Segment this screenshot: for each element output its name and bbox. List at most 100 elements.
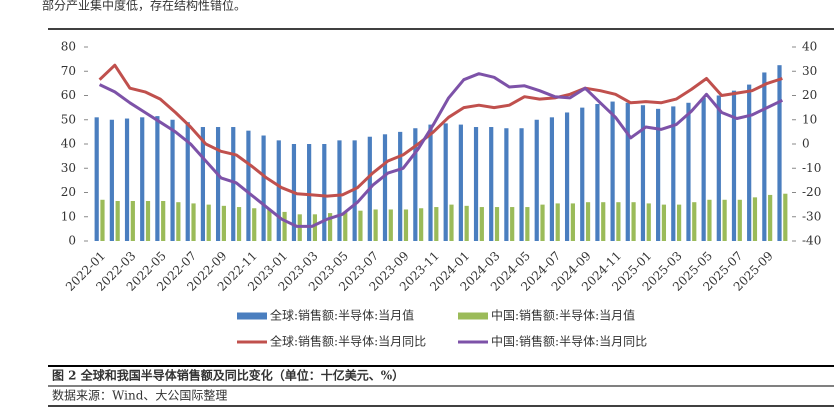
bar bbox=[94, 117, 99, 241]
bar bbox=[540, 204, 545, 241]
bar bbox=[464, 205, 469, 241]
bar bbox=[747, 84, 752, 242]
bar bbox=[276, 140, 281, 241]
bar bbox=[322, 144, 327, 241]
y-tick-label: 30 bbox=[61, 161, 76, 175]
bar bbox=[246, 130, 251, 241]
bar bbox=[458, 124, 463, 241]
bar bbox=[783, 193, 788, 241]
bar bbox=[382, 134, 388, 241]
bar bbox=[191, 203, 196, 241]
bar bbox=[419, 208, 424, 241]
y-tick-label: 10 bbox=[61, 209, 76, 223]
intro-text: 部分产业集中度低，存在结构性错位。 bbox=[42, 0, 246, 13]
bar bbox=[282, 211, 287, 241]
y2-tick-label: 30 bbox=[802, 64, 817, 78]
bar bbox=[221, 205, 226, 241]
bar bbox=[373, 209, 378, 241]
y-tick-label: 60 bbox=[61, 88, 76, 102]
bar bbox=[661, 204, 667, 241]
y-tick-label: 50 bbox=[61, 112, 76, 126]
bar bbox=[671, 106, 676, 241]
bar bbox=[413, 128, 418, 241]
y-tick-label: 40 bbox=[61, 137, 76, 151]
legend-swatch bbox=[458, 312, 488, 320]
bar bbox=[504, 128, 509, 241]
bar bbox=[494, 207, 500, 241]
bar bbox=[564, 112, 570, 241]
bar bbox=[479, 207, 484, 241]
bar bbox=[307, 144, 312, 241]
bar bbox=[631, 202, 636, 241]
bar bbox=[519, 128, 524, 241]
legend-label: 中国:销售额:半导体:当月同比 bbox=[491, 334, 647, 349]
bar bbox=[343, 211, 348, 241]
y2-tick-label: 40 bbox=[802, 40, 817, 54]
bar bbox=[722, 199, 727, 241]
bar bbox=[525, 207, 530, 241]
y-tick-label: 20 bbox=[61, 185, 76, 199]
bar bbox=[549, 117, 555, 241]
bar bbox=[692, 202, 697, 241]
bar bbox=[161, 200, 166, 241]
bar bbox=[231, 127, 236, 241]
y2-tick-label: -40 bbox=[802, 234, 821, 248]
bar bbox=[716, 95, 721, 241]
bar bbox=[403, 209, 409, 241]
bar bbox=[261, 135, 266, 241]
bar bbox=[109, 119, 114, 241]
legend-label: 全球:销售额:半导体:当月同比 bbox=[270, 334, 426, 349]
y2-tick-label: 0 bbox=[802, 137, 810, 151]
bar bbox=[580, 107, 585, 241]
y-tick-label: 80 bbox=[61, 40, 76, 54]
legend-swatch bbox=[237, 312, 267, 320]
bar bbox=[640, 105, 646, 241]
y2-tick-label: 10 bbox=[802, 112, 817, 126]
y2-tick-label: -20 bbox=[802, 185, 821, 199]
bar bbox=[100, 199, 105, 241]
bar bbox=[155, 116, 160, 241]
bar bbox=[124, 118, 130, 241]
bar bbox=[145, 200, 151, 241]
bar bbox=[534, 119, 539, 241]
source: 数据来源：Wind、大公国际整理 bbox=[52, 388, 227, 403]
bar bbox=[676, 204, 682, 241]
bar bbox=[388, 209, 393, 241]
bar bbox=[337, 140, 342, 241]
bar bbox=[656, 108, 661, 242]
legend-label: 中国:销售额:半导体:当月值 bbox=[491, 308, 635, 323]
line bbox=[98, 63, 783, 198]
bar bbox=[185, 122, 190, 241]
bar bbox=[434, 207, 439, 241]
bar bbox=[130, 200, 135, 241]
caption: 图 2 全球和我国半导体销售额及同比变化（单位：十亿美元、%） bbox=[52, 368, 404, 383]
bar bbox=[449, 204, 454, 241]
y2-tick-label: -10 bbox=[802, 161, 821, 175]
bar bbox=[610, 101, 615, 241]
bar bbox=[252, 208, 257, 241]
bar bbox=[115, 200, 120, 241]
bar bbox=[312, 214, 318, 241]
y2-tick-label: -30 bbox=[802, 209, 821, 223]
bar bbox=[428, 124, 433, 241]
bar bbox=[752, 197, 758, 241]
bar bbox=[358, 210, 363, 241]
y2-tick-label: 20 bbox=[802, 88, 817, 102]
y-tick-label: 0 bbox=[68, 234, 76, 248]
bar bbox=[555, 203, 560, 241]
bar bbox=[777, 65, 782, 241]
bar bbox=[585, 202, 591, 241]
line bbox=[98, 72, 784, 228]
bar bbox=[570, 203, 575, 241]
bar bbox=[737, 199, 742, 241]
bar bbox=[601, 202, 606, 241]
bar bbox=[646, 203, 651, 241]
bar bbox=[595, 103, 600, 241]
bar bbox=[510, 207, 515, 241]
bar bbox=[176, 202, 181, 241]
bar bbox=[625, 102, 630, 242]
bar bbox=[473, 127, 479, 241]
bar bbox=[327, 213, 333, 241]
bar bbox=[707, 199, 712, 241]
